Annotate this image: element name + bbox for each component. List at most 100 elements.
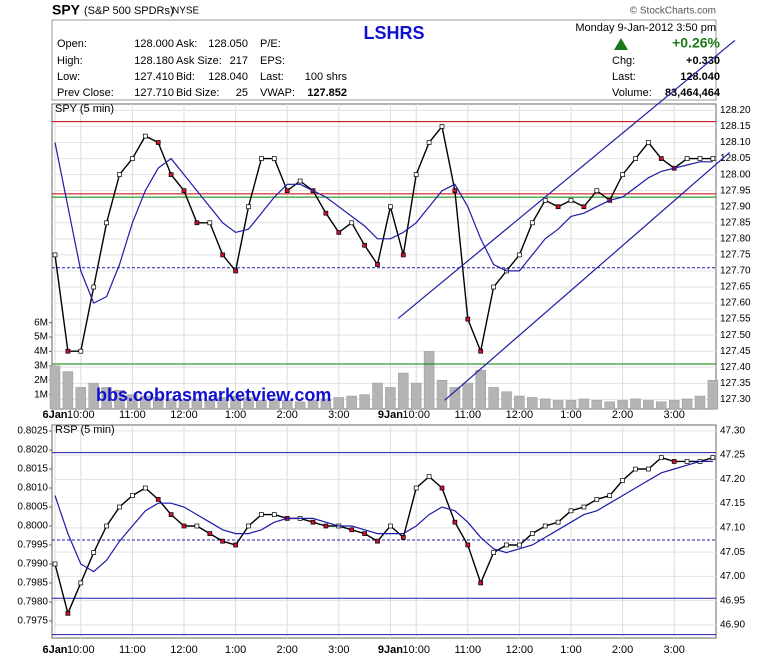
price-marker: [491, 550, 496, 555]
price-marker: [426, 474, 432, 479]
volume-bar: [681, 398, 693, 410]
y-tick-label: 46.95: [720, 595, 745, 606]
volume-bar: [488, 387, 499, 410]
y-tick-label: 128.00: [720, 169, 751, 180]
volume-tick-label: 5M: [34, 332, 48, 343]
volume-bar: [140, 395, 151, 410]
volume-bar: [333, 397, 345, 410]
x-tick-label: 11:00: [119, 409, 146, 421]
price-marker: [658, 455, 664, 461]
volume-bar: [191, 398, 203, 410]
price-marker: [568, 197, 574, 203]
price-marker: [233, 542, 238, 548]
x-tick-label: 2:00: [276, 644, 297, 656]
price-marker: [555, 519, 561, 525]
price-marker: [271, 512, 277, 517]
volume-bar: [49, 365, 61, 410]
price-marker: [452, 519, 458, 525]
volume-bar: [88, 382, 99, 410]
volume-bar: [204, 400, 216, 410]
panel-label: SPY (5 min): [55, 103, 114, 115]
price-marker: [684, 459, 690, 464]
x-tick-label: 3:00: [663, 644, 684, 656]
x-tick-label: 10:00: [402, 409, 430, 421]
volume-bar: [449, 387, 461, 410]
volume-bar: [114, 390, 125, 410]
field-label: VWAP:: [260, 87, 295, 99]
price-marker: [259, 512, 264, 517]
volume-bar: [565, 400, 577, 410]
price-line: [54, 142, 713, 304]
volume-bar: [423, 351, 435, 410]
field-label: EPS:: [260, 55, 285, 67]
price-marker: [465, 542, 471, 548]
x-tick-label: 1:00: [225, 644, 246, 656]
volume-bar: [372, 382, 383, 410]
price-marker: [478, 580, 484, 586]
volume-bar: [630, 398, 641, 410]
field-label: High:: [57, 55, 83, 67]
price-marker: [568, 508, 574, 514]
price-marker: [310, 519, 316, 525]
y-tick-label: 127.65: [720, 282, 751, 293]
up-arrow: [614, 38, 628, 50]
y-tick-label: 47.25: [720, 450, 745, 461]
price-marker: [104, 523, 109, 529]
y-tick-label: 127.40: [720, 362, 751, 373]
volume-bar: [62, 371, 74, 410]
panel: 6Jan 10:00 11:00 12:00 1:00 2:00 3:00 9Jan 10:00…: [34, 103, 751, 421]
price-marker: [130, 493, 135, 498]
volume-tick-label: 4M: [34, 346, 48, 357]
volume-bar: [643, 400, 654, 410]
field-value: 83,464,464: [665, 87, 721, 99]
price-marker: [375, 262, 380, 267]
price-marker: [117, 504, 122, 510]
price-marker: [646, 140, 651, 145]
field-value: +0.330: [686, 55, 720, 67]
field-label: Ask:: [176, 38, 197, 50]
field-value: 127.852: [307, 87, 347, 99]
plot-area: [51, 424, 717, 639]
price-marker: [91, 284, 97, 290]
x-tick-label: 9Jan: [378, 644, 403, 656]
price-marker: [362, 531, 367, 536]
price-marker: [117, 172, 122, 177]
field-value: 127.710: [134, 87, 174, 99]
y-tick-label: 0.7990: [17, 559, 48, 570]
price-marker: [581, 204, 587, 210]
x-tick-label: 12:00: [506, 644, 534, 656]
chart-title: LSHRS: [363, 23, 424, 43]
price-marker: [104, 220, 109, 226]
y-tick-label: 0.7995: [17, 540, 48, 551]
y-tick-label: 127.75: [720, 250, 751, 261]
volume-bar: [127, 394, 138, 410]
price-marker: [633, 156, 638, 161]
price-marker: [504, 542, 509, 548]
volume-bar: [243, 397, 254, 410]
price-marker: [529, 220, 535, 226]
y-tick-label: 0.8005: [17, 502, 48, 513]
price-marker: [65, 610, 71, 616]
price-marker: [297, 178, 303, 184]
price-marker: [168, 172, 174, 177]
y-tick-label: 0.7980: [17, 597, 48, 608]
y-tick-label: 0.7985: [17, 578, 48, 589]
field-label: Ask Size:: [176, 55, 222, 67]
volume-bar: [101, 387, 112, 410]
price-marker: [517, 252, 522, 258]
volume-tick-label: 1M: [34, 389, 48, 400]
price-marker: [620, 478, 625, 483]
price-marker: [491, 284, 496, 290]
datetime: Monday 9-Jan-2012 3:50 pm: [575, 22, 716, 34]
volume-bar: [604, 401, 615, 410]
volume-bar: [346, 395, 357, 410]
price-marker: [710, 156, 716, 161]
price-marker: [388, 204, 393, 210]
volume-tick-label: 2M: [34, 375, 48, 386]
x-tick-label: 2:00: [612, 644, 633, 656]
volume-bar: [514, 395, 525, 410]
price-marker: [478, 348, 484, 354]
exchange: NYSE: [172, 6, 200, 17]
field-value: 128.050: [208, 38, 248, 50]
price-marker: [78, 348, 84, 354]
